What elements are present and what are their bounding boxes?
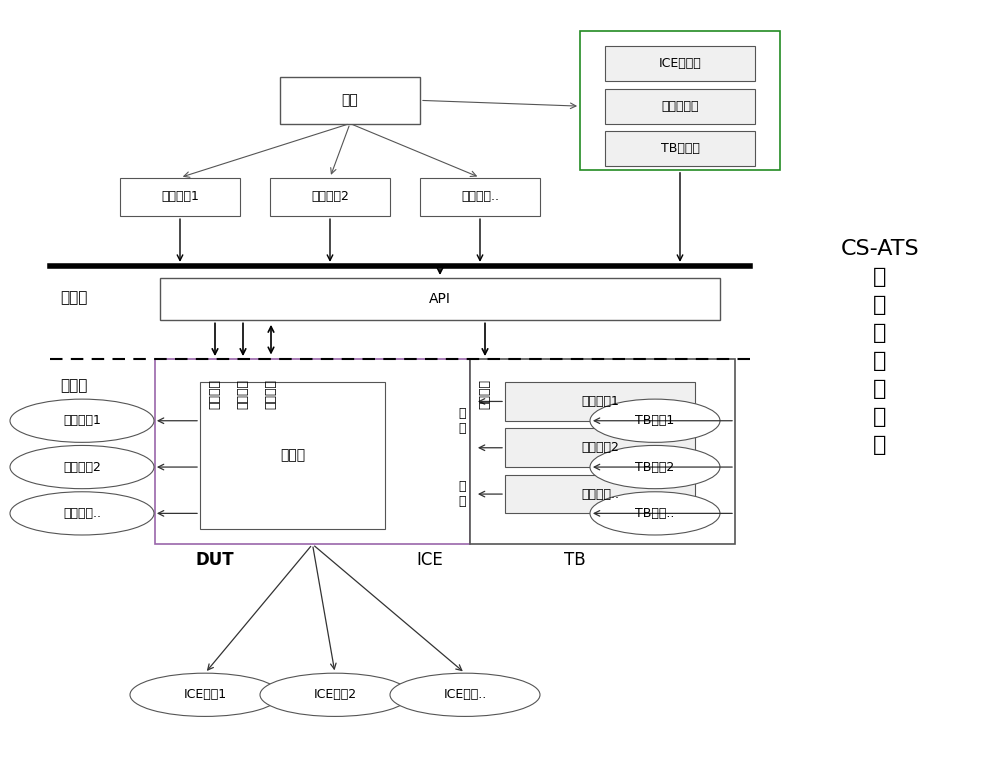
Text: 测试组件..: 测试组件.. <box>581 488 619 500</box>
FancyBboxPatch shape <box>580 31 780 170</box>
Text: 测试用例1: 测试用例1 <box>161 191 199 203</box>
Text: 测试组件1: 测试组件1 <box>581 395 619 408</box>
Text: 程序用例库: 程序用例库 <box>661 100 699 113</box>
Text: 程序用例..: 程序用例.. <box>63 507 101 520</box>
Text: 程序用例2: 程序用例2 <box>63 461 101 473</box>
FancyBboxPatch shape <box>270 178 390 216</box>
Text: 响
应: 响 应 <box>458 480 466 508</box>
Text: 硬件重构: 硬件重构 <box>479 379 492 408</box>
FancyBboxPatch shape <box>200 382 385 529</box>
Text: ICE型号2: ICE型号2 <box>313 689 357 701</box>
FancyBboxPatch shape <box>505 475 695 513</box>
Text: 上位机: 上位机 <box>60 290 87 305</box>
Text: 激
励: 激 励 <box>458 407 466 435</box>
Text: ICE型号..: ICE型号.. <box>443 689 487 701</box>
FancyBboxPatch shape <box>420 178 540 216</box>
Ellipse shape <box>590 399 720 442</box>
FancyBboxPatch shape <box>160 278 720 320</box>
FancyBboxPatch shape <box>155 359 470 544</box>
Text: 程序用例1: 程序用例1 <box>63 415 101 427</box>
Text: TB型号..: TB型号.. <box>635 507 675 520</box>
Text: TB型号1: TB型号1 <box>635 415 675 427</box>
Text: 硬件重构: 硬件重构 <box>237 379 250 408</box>
Text: 脚本: 脚本 <box>342 93 358 107</box>
Ellipse shape <box>10 399 154 442</box>
Text: CS-ATS
自
动
化
测
试
系
统: CS-ATS 自 动 化 测 试 系 统 <box>841 239 919 455</box>
FancyBboxPatch shape <box>605 46 755 81</box>
Text: DUT: DUT <box>196 550 234 569</box>
Ellipse shape <box>390 673 540 716</box>
Text: ICE型号1: ICE型号1 <box>183 689 227 701</box>
FancyBboxPatch shape <box>470 359 735 544</box>
Text: TB型号2: TB型号2 <box>635 461 675 473</box>
FancyBboxPatch shape <box>605 89 755 124</box>
Text: TB型号库: TB型号库 <box>661 142 699 155</box>
FancyBboxPatch shape <box>505 428 695 467</box>
Ellipse shape <box>590 492 720 535</box>
Text: 测试用例2: 测试用例2 <box>311 191 349 203</box>
Text: ICE: ICE <box>417 550 443 569</box>
Text: 测试组件2: 测试组件2 <box>581 442 619 454</box>
Text: 测试用例..: 测试用例.. <box>461 191 499 203</box>
Ellipse shape <box>10 445 154 489</box>
FancyBboxPatch shape <box>605 131 755 166</box>
Ellipse shape <box>10 492 154 535</box>
Text: API: API <box>429 292 451 306</box>
Text: TB: TB <box>564 550 586 569</box>
FancyBboxPatch shape <box>505 382 695 421</box>
Ellipse shape <box>130 673 280 716</box>
Text: 仿真协议: 仿真协议 <box>264 379 278 408</box>
FancyBboxPatch shape <box>120 178 240 216</box>
Text: 程序区: 程序区 <box>280 449 305 462</box>
FancyBboxPatch shape <box>280 77 420 124</box>
Text: ICE型号库: ICE型号库 <box>659 57 701 70</box>
Text: 下位机: 下位机 <box>60 378 87 394</box>
Ellipse shape <box>260 673 410 716</box>
Text: 软件重构: 软件重构 <box>208 379 222 408</box>
Ellipse shape <box>590 445 720 489</box>
